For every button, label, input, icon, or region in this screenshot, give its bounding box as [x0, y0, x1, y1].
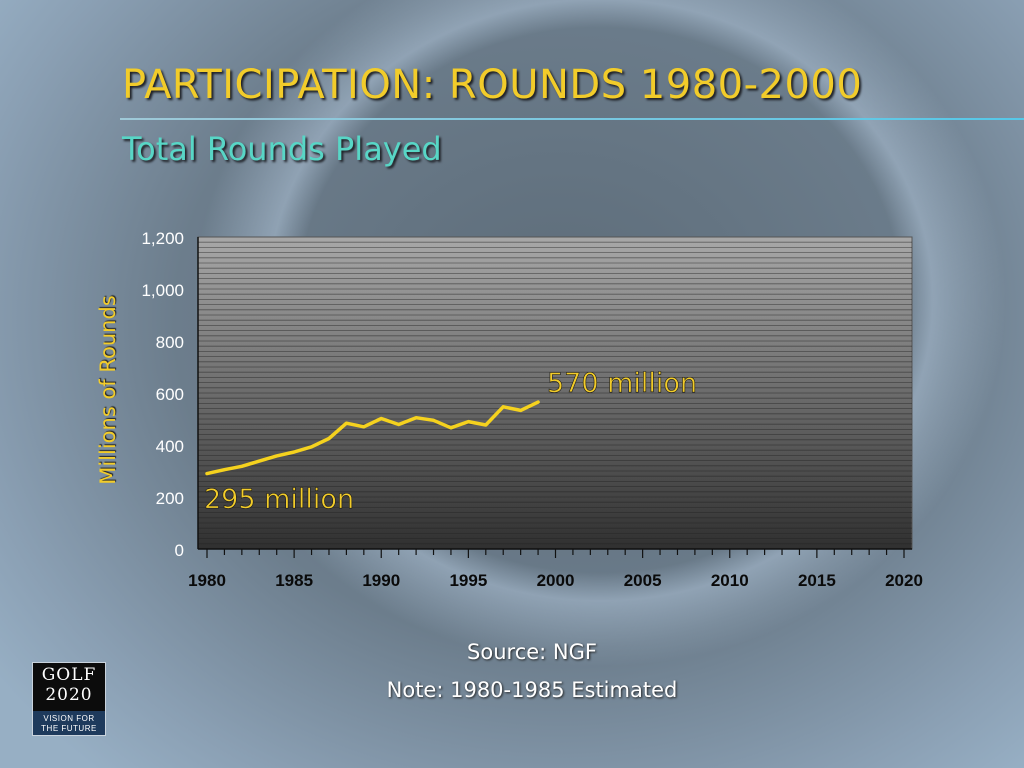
y-tick-label: 400	[156, 437, 184, 456]
logo-tagline-2: THE FUTURE	[41, 724, 97, 733]
golf-2020-logo: GOLF 2020 VISION FOR THE FUTURE	[32, 662, 106, 736]
y-tick-label: 200	[156, 489, 184, 508]
gridlines	[198, 241, 912, 545]
y-tick-label: 0	[175, 541, 184, 560]
note-text: Note: 1980-1985 Estimated	[386, 678, 678, 702]
annotations: 295 million 570 million	[204, 368, 698, 516]
x-tick-label: 2010	[711, 571, 749, 590]
x-tick-label: 2000	[537, 571, 575, 590]
y-tick-label: 1,200	[141, 229, 184, 248]
x-tick-label: 2015	[798, 571, 836, 590]
annotation-end: 570 million	[547, 368, 697, 399]
title-rule	[120, 118, 1024, 120]
series-line	[205, 400, 540, 476]
logo-word: GOLF	[41, 665, 97, 685]
x-tick-label: 1995	[449, 571, 487, 590]
y-tick-label: 1,000	[141, 281, 184, 300]
slide-subtitle: Total Rounds Played	[122, 130, 442, 168]
logo-top-panel: GOLF 2020	[33, 663, 105, 711]
x-tick-label: 1980	[188, 571, 226, 590]
logo-tagline-1: VISION FOR	[43, 714, 95, 723]
source-text: Source: NGF	[467, 640, 597, 664]
x-tick-label: 1985	[275, 571, 313, 590]
y-tick-label: 600	[156, 385, 184, 404]
x-tick-label: 2005	[624, 571, 662, 590]
slide-title: PARTICIPATION: ROUNDS 1980-2000	[122, 62, 863, 108]
x-tick-label: 1990	[362, 571, 400, 590]
annotation-start: 295 million	[204, 484, 354, 515]
series	[205, 400, 540, 476]
logo-number: 2020	[45, 685, 93, 705]
tick-labels: 0 200 400 600 800 1,000 1,200 1980 1985 1990 1995 2…	[141, 229, 922, 590]
x-tick-label: 2020	[885, 571, 923, 590]
y-tick-label: 800	[156, 333, 184, 352]
axes	[197, 237, 912, 558]
